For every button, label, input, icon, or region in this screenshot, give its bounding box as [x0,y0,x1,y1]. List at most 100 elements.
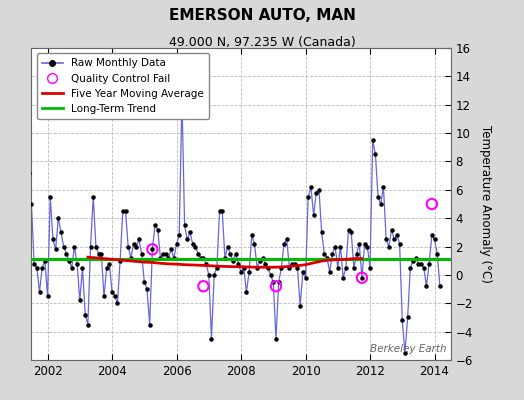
Point [430,236,439,243]
Point [347,229,355,236]
Point [358,274,366,281]
Point [199,283,208,290]
Point [334,265,342,271]
Point [146,321,154,328]
Point [374,194,383,200]
Point [111,293,119,299]
Point [215,208,224,214]
Point [43,293,52,299]
Point [428,232,436,238]
Point [183,236,191,243]
Point [352,250,361,257]
Point [30,260,38,267]
Point [366,265,374,271]
Point [288,260,296,267]
Point [218,208,226,214]
Point [339,274,347,281]
Point [70,243,79,250]
Point [234,260,243,267]
Point [132,243,140,250]
Point [350,265,358,271]
Point [41,258,49,264]
Point [170,255,178,261]
Point [51,246,60,252]
Point [433,250,441,257]
Point [113,300,122,306]
Point [247,232,256,238]
Point [266,272,275,278]
Point [73,260,81,267]
Point [25,170,33,176]
Point [154,226,162,233]
Point [127,255,135,261]
Point [253,265,261,271]
Point [379,184,388,190]
Text: EMERSON AUTO, MAN: EMERSON AUTO, MAN [169,8,355,23]
Point [371,151,379,158]
Point [180,222,189,228]
Point [256,258,264,264]
Point [414,260,422,267]
Point [301,274,310,281]
Point [312,190,321,196]
Point [258,255,267,261]
Point [377,201,385,207]
Point [167,246,176,252]
Point [94,250,103,257]
Point [202,260,210,267]
Point [304,194,312,200]
Point [108,289,116,295]
Point [196,255,205,261]
Point [264,265,272,271]
Point [175,232,183,238]
Point [323,255,331,261]
Point [135,236,143,243]
Point [237,269,245,275]
Point [315,187,323,193]
Point [401,350,409,356]
Point [409,258,417,264]
Point [210,272,219,278]
Point [242,289,250,295]
Point [49,236,57,243]
Point [194,250,202,257]
Point [269,279,278,285]
Point [428,201,436,207]
Point [285,265,293,271]
Point [148,246,157,252]
Point [137,250,146,257]
Point [97,250,105,257]
Text: 49.000 N, 97.235 W (Canada): 49.000 N, 97.235 W (Canada) [169,36,355,49]
Point [425,260,433,267]
Point [336,243,345,250]
Point [299,269,307,275]
Point [178,94,186,101]
Point [403,314,412,321]
Point [422,283,431,290]
Point [32,265,41,271]
Point [261,260,269,267]
Point [124,243,133,250]
Point [118,208,127,214]
Point [325,269,334,275]
Point [156,255,165,261]
Point [208,336,216,342]
Point [84,321,92,328]
Point [272,283,280,290]
Point [221,255,229,261]
Point [89,194,97,200]
Point [151,222,159,228]
Point [272,336,280,342]
Point [116,258,124,264]
Point [140,279,148,285]
Point [100,293,108,299]
Point [309,212,318,218]
Point [358,274,366,281]
Point [406,265,414,271]
Point [81,312,90,318]
Point [420,265,428,271]
Point [411,255,420,261]
Point [191,243,200,250]
Point [148,246,157,252]
Point [35,289,43,295]
